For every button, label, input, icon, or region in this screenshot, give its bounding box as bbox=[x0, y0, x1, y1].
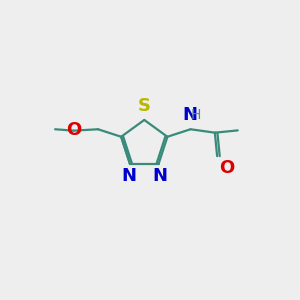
Text: N: N bbox=[182, 106, 197, 124]
Text: N: N bbox=[121, 167, 136, 185]
Text: O: O bbox=[66, 121, 81, 139]
Text: O: O bbox=[219, 159, 235, 177]
Text: N: N bbox=[152, 167, 167, 185]
Text: S: S bbox=[138, 97, 151, 115]
Text: H: H bbox=[191, 108, 201, 122]
